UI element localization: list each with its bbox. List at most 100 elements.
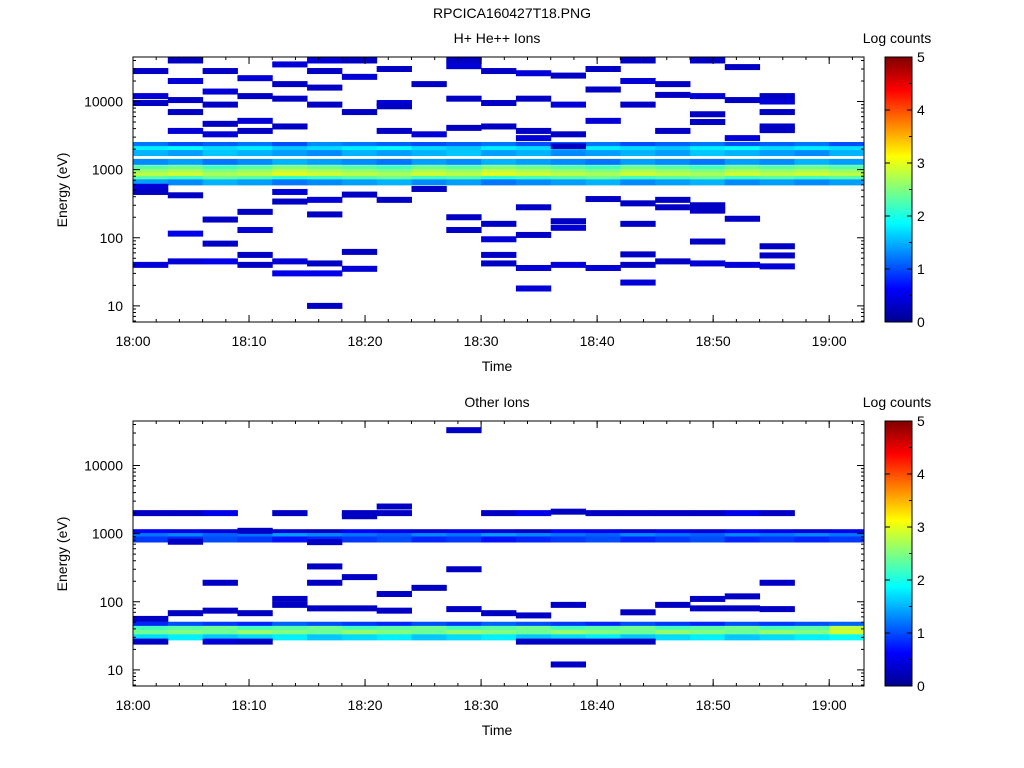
band-cell bbox=[515, 634, 552, 641]
band-cell bbox=[307, 150, 343, 157]
sparse-cell bbox=[202, 120, 238, 127]
sparse-cell bbox=[585, 86, 621, 93]
sparse-cell bbox=[515, 638, 552, 645]
band-cell bbox=[515, 158, 552, 165]
band-cell bbox=[446, 169, 482, 176]
band-cell bbox=[794, 175, 830, 182]
band-cell bbox=[724, 175, 761, 182]
sparse-cell bbox=[446, 124, 482, 131]
sparse-cell bbox=[620, 251, 656, 258]
sparse-cell bbox=[515, 612, 552, 619]
sparse-cell bbox=[167, 192, 204, 199]
colorbar bbox=[884, 420, 913, 687]
band-cell bbox=[411, 634, 447, 641]
colorbar-tick-label: 3 bbox=[917, 155, 925, 171]
sparse-cell bbox=[411, 81, 447, 88]
band-cell bbox=[655, 146, 691, 153]
sparse-cell bbox=[481, 251, 517, 258]
x-tick-label: 18:40 bbox=[580, 697, 615, 713]
band-cell bbox=[724, 141, 761, 148]
band-cell bbox=[620, 172, 656, 179]
band-cell bbox=[515, 179, 552, 186]
sparse-cell bbox=[550, 661, 587, 668]
sparse-cell bbox=[550, 131, 587, 138]
sparse-cell bbox=[515, 285, 552, 292]
band-cell bbox=[689, 158, 726, 165]
sparse-cell bbox=[689, 93, 726, 100]
band-cell bbox=[794, 533, 830, 540]
x-tick-label: 19:00 bbox=[812, 697, 847, 713]
sparse-cell bbox=[620, 510, 656, 517]
sparse-cell bbox=[307, 211, 343, 218]
sparse-cell bbox=[655, 127, 691, 134]
band-cell bbox=[759, 536, 795, 543]
band-cell bbox=[272, 150, 308, 157]
sparse-cell bbox=[724, 261, 761, 268]
band-cell bbox=[307, 158, 343, 165]
band-cell bbox=[585, 172, 621, 179]
band-cell bbox=[620, 533, 656, 540]
band-cell bbox=[167, 150, 204, 157]
band-cell bbox=[341, 179, 378, 186]
band-cell bbox=[550, 175, 587, 182]
band-cell bbox=[341, 169, 378, 176]
sparse-cell bbox=[237, 638, 273, 645]
x-tick-label: 19:00 bbox=[812, 333, 847, 349]
x-tick-label: 18:50 bbox=[696, 697, 731, 713]
band-cell bbox=[376, 175, 412, 182]
band-cell bbox=[829, 179, 865, 186]
band-cell bbox=[133, 146, 169, 153]
band-cell bbox=[376, 165, 412, 172]
sparse-cell bbox=[620, 261, 656, 268]
sparse-cell bbox=[620, 57, 656, 64]
band-cell bbox=[689, 536, 726, 543]
band-cell bbox=[550, 165, 587, 172]
sparse-cell bbox=[759, 263, 795, 270]
band-cell bbox=[307, 629, 343, 636]
band-cell bbox=[133, 536, 169, 543]
band-cell bbox=[446, 536, 482, 543]
sparse-cell bbox=[550, 261, 587, 268]
band-cell bbox=[759, 175, 795, 182]
sparse-cell bbox=[585, 264, 621, 271]
band-cell bbox=[515, 169, 552, 176]
band-cell bbox=[446, 533, 482, 540]
sparse-cell bbox=[237, 208, 273, 215]
band-cell bbox=[550, 529, 587, 536]
y-tick-label: 10000 bbox=[84, 94, 123, 110]
sparse-cell bbox=[272, 95, 308, 102]
band-cell bbox=[794, 146, 830, 153]
sparse-cell bbox=[655, 601, 691, 608]
band-cell bbox=[376, 536, 412, 543]
x-tick-label: 18:20 bbox=[348, 697, 383, 713]
band-cell bbox=[307, 169, 343, 176]
band-cell bbox=[237, 169, 273, 176]
band-cell bbox=[794, 165, 830, 172]
band-cell bbox=[202, 529, 238, 536]
sparse-cell bbox=[341, 191, 378, 198]
band-cell bbox=[202, 165, 238, 172]
sparse-cell bbox=[724, 510, 761, 517]
sparse-cell bbox=[759, 579, 795, 586]
sparse-cell bbox=[759, 93, 795, 100]
sparse-cell bbox=[481, 610, 517, 617]
band-cell bbox=[376, 169, 412, 176]
sparse-cell bbox=[689, 207, 726, 214]
band-cell bbox=[515, 536, 552, 543]
band-cell bbox=[689, 141, 726, 148]
sparse-cell bbox=[307, 563, 343, 570]
band-cell bbox=[133, 175, 169, 182]
band-cell bbox=[481, 172, 517, 179]
band-cell bbox=[481, 634, 517, 641]
band-cell bbox=[689, 529, 726, 536]
band-cell bbox=[133, 165, 169, 172]
band-cell bbox=[689, 175, 726, 182]
sparse-cell bbox=[341, 57, 378, 64]
sparse-cell bbox=[341, 605, 378, 612]
band-cell bbox=[341, 150, 378, 157]
band-cell bbox=[237, 625, 273, 632]
y-axis-label: Energy (eV) bbox=[54, 517, 70, 592]
band-cell bbox=[585, 158, 621, 165]
sparse-cell bbox=[585, 117, 621, 124]
band-cell bbox=[724, 150, 761, 157]
